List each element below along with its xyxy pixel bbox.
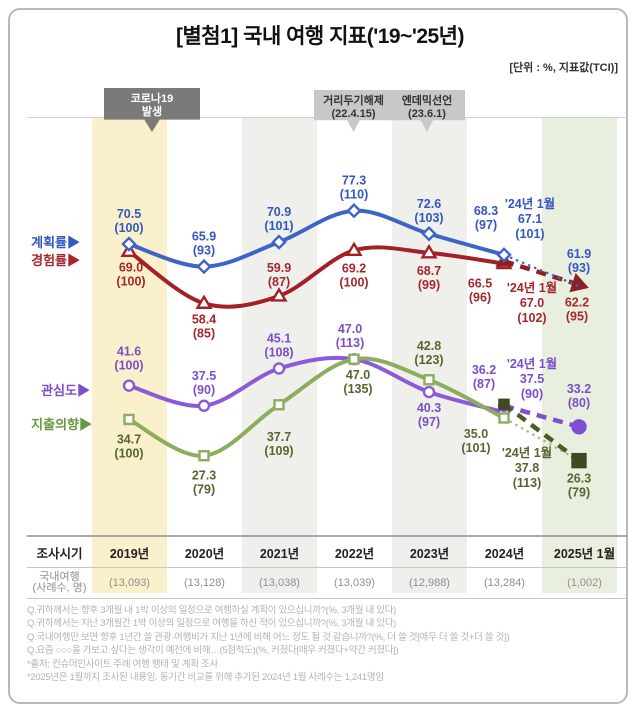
- table-header-cell: 2023년: [392, 535, 467, 568]
- footnote-q1: Q.귀하께서는 향후 3개월 내 1박 이상의 일정으로 여행하실 계획이 있으…: [27, 605, 397, 616]
- sample-size-cell: (13,093): [92, 567, 167, 599]
- footnote-source: *출처: 컨슈머인사이트 주례 여행 행태 및 계획 조사: [27, 658, 218, 670]
- sample-size-cell: (1,002): [542, 567, 627, 599]
- page-title: [별첨1] 국내 여행 지표('19~'25년): [175, 25, 465, 48]
- event-label: 엔데믹선언: [401, 95, 453, 107]
- table-header-cell: 2019년: [92, 535, 167, 568]
- event-label: (22.4.15): [331, 108, 376, 120]
- table-header-cell: 2020년: [167, 535, 242, 568]
- legend-interest: 관심도▶: [41, 383, 90, 398]
- table-header-cell: 2022년: [317, 535, 392, 568]
- unit-label: [단위 : %, 지표값(TCI)]: [509, 62, 618, 74]
- sample-size-cell: (13,039): [317, 567, 392, 599]
- band-2019: [92, 118, 167, 593]
- event-label: 거리두기해제: [323, 95, 384, 107]
- legend-plan-rate: 계획률▶: [31, 235, 80, 250]
- legend-spending-intent: 지출의향▶: [31, 417, 92, 432]
- band-2021: [242, 118, 317, 593]
- event-label: (23.6.1): [408, 108, 446, 120]
- footnotes: Q.귀하께서는 향후 3개월 내 1박 이상의 일정으로 여행하실 계획이 있으…: [27, 604, 619, 684]
- legend-experience-rate: 경험률▶: [31, 253, 80, 268]
- table-header-row: 조사시기 2019년 2020년 2021년 2022년 2023년 2024년…: [27, 535, 627, 568]
- footnote-q2: Q.귀하께서는 지난 3개월간 1박 이상의 일정으로 여행을 하신 적이 있으…: [27, 618, 397, 630]
- sample-size-cell: (13,128): [167, 567, 242, 599]
- table-header-cell: 2025년 1월: [542, 535, 627, 568]
- table-header-cell: 2024년: [467, 535, 542, 568]
- band-2023: [392, 118, 467, 593]
- band-2025: [542, 118, 617, 593]
- table-header-cell: 조사시기: [27, 535, 92, 568]
- sample-size-cell: (13,284): [467, 567, 542, 599]
- footnote-q3: Q.국내여행만 보면 향후 1년간 쓸 관광·여행비가 지난 1년에 비해 어느…: [27, 631, 510, 643]
- sample-size-table: 조사시기 2019년 2020년 2021년 2022년 2023년 2024년…: [27, 535, 627, 599]
- footnote-note: *2025년은 1월까지 조사된 내용임. 동기간 비교를 위해 추가된 202…: [27, 672, 384, 684]
- table-header-cell: 2021년: [242, 535, 317, 568]
- row-label: 국내여행 (사례수, 명): [27, 567, 92, 599]
- sample-size-cell: (13,038): [242, 567, 317, 599]
- table-row: 국내여행 (사례수, 명) (13,093) (13,128) (13,038)…: [27, 567, 627, 599]
- footnote-q4: Q.요즘 ○○○을 가보고 싶다는 생각이 예전에 비해…(5점척도)(%, 커…: [27, 645, 399, 657]
- sample-size-cell: (12,988): [392, 567, 467, 599]
- event-label: 코로나19: [130, 93, 174, 105]
- event-label: 발생: [141, 106, 163, 118]
